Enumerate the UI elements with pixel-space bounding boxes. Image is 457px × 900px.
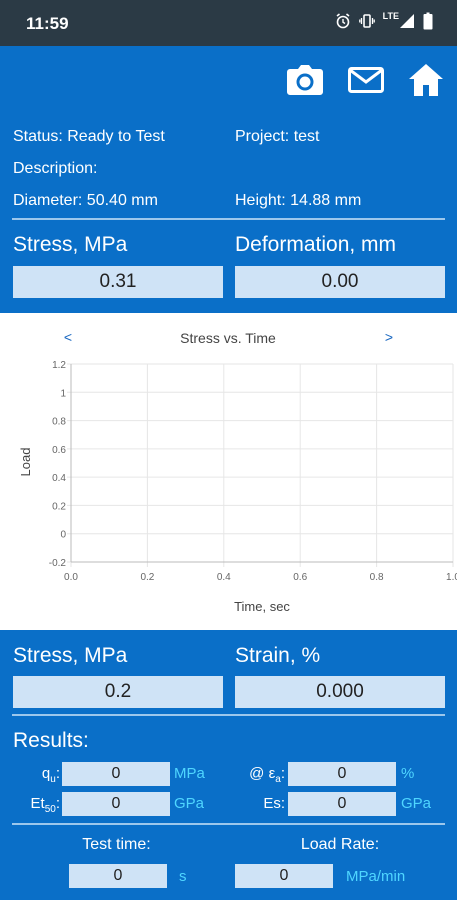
test-time-unit: s xyxy=(179,868,187,885)
mail-button[interactable] xyxy=(346,60,386,100)
camera-icon xyxy=(287,65,323,95)
network-type: LTE xyxy=(382,11,399,21)
x-tick-label: 0.6 xyxy=(293,572,307,583)
stress-label: Stress, MPa xyxy=(13,233,128,256)
project-text: Project: test xyxy=(235,128,320,145)
stress-value: 0.31 xyxy=(13,266,223,298)
alarm-icon xyxy=(336,13,350,29)
ea-label-sub: a xyxy=(275,774,281,785)
deformation-label: Deformation, mm xyxy=(235,233,397,256)
y-tick-label: 0.2 xyxy=(52,501,66,512)
ea-colon: : xyxy=(280,765,285,782)
load-rate-value: 0 xyxy=(235,864,333,888)
x-tick-label: 0.0 xyxy=(64,572,78,583)
home-button[interactable] xyxy=(406,60,446,100)
y-tick-label: 0.4 xyxy=(52,473,66,484)
es-unit: GPa xyxy=(401,795,432,812)
diameter-text: Diameter: 50.40 mm xyxy=(13,192,158,209)
load-rate-label: Load Rate: xyxy=(300,836,380,853)
et50-label-sub: 50 xyxy=(44,804,56,815)
es-value: 0 xyxy=(288,792,396,816)
qu-unit: MPa xyxy=(174,765,205,782)
divider xyxy=(12,823,445,825)
ea-unit: % xyxy=(401,765,415,782)
qu-label-sub: u xyxy=(50,774,56,785)
load-rate-unit: MPa/min xyxy=(346,868,406,885)
y-tick-label: 1 xyxy=(60,388,66,399)
es-label: Es: xyxy=(263,795,285,812)
x-tick-label: 0.4 xyxy=(217,572,231,583)
et50-colon: : xyxy=(55,795,60,812)
et50-unit: GPa xyxy=(174,795,205,812)
chart-panel: < > Stress vs. Time Time, sec Load 0.0 0.… xyxy=(0,313,457,630)
y-tick-label: 0.6 xyxy=(52,445,66,456)
signal-icon xyxy=(400,14,414,28)
qu-label-main: q xyxy=(41,765,51,782)
y-tick-label: 0 xyxy=(60,530,66,541)
battery-icon xyxy=(423,12,433,30)
chart-grid xyxy=(67,363,454,567)
chart-title: Stress vs. Time xyxy=(180,330,276,346)
y-tick-label: 0.8 xyxy=(52,417,66,428)
y-tick-label: -0.2 xyxy=(49,558,67,569)
x-tick-label: 0.2 xyxy=(140,572,154,583)
et50-label-main: Et xyxy=(30,795,45,812)
stress-label-bottom: Stress, MPa xyxy=(13,644,128,667)
et50-label: Et50: xyxy=(0,795,60,815)
qu-label: qu: xyxy=(0,765,60,785)
chart-prev-button[interactable]: < xyxy=(64,329,72,345)
clock: 11:59 xyxy=(26,14,69,33)
vibrate-icon xyxy=(358,14,375,28)
x-tick-label: 0.8 xyxy=(370,572,384,583)
divider xyxy=(12,714,445,716)
qu-colon: : xyxy=(55,765,60,782)
chart-xlabel: Time, sec xyxy=(234,599,290,614)
ea-label-main: @ ε xyxy=(249,765,276,782)
qu-value: 0 xyxy=(62,762,170,786)
status-bar: 11:59 LTE xyxy=(0,0,457,46)
results-title: Results: xyxy=(13,729,89,752)
deformation-value: 0.00 xyxy=(235,266,445,298)
test-time-label: Test time: xyxy=(82,836,151,853)
toolbar xyxy=(0,60,457,104)
home-icon xyxy=(409,64,443,96)
chart-next-button[interactable]: > xyxy=(385,329,393,345)
status-icons: LTE xyxy=(335,11,433,30)
divider xyxy=(12,218,445,220)
y-tick-label: 1.2 xyxy=(52,360,66,371)
mail-icon xyxy=(348,67,384,93)
stress-time-chart: < > Stress vs. Time Time, sec Load 0.0 0.… xyxy=(18,329,457,614)
chart-ticks: 0.0 0.2 0.4 0.6 0.8 1.0 1.2 1 0.8 0.6 0.4 0.2 0 -0.2 xyxy=(49,360,457,583)
strain-value: 0.000 xyxy=(235,676,445,708)
ea-value: 0 xyxy=(288,762,396,786)
et50-value: 0 xyxy=(62,792,170,816)
x-tick-label: 1.0 xyxy=(446,572,457,583)
chart-ylabel: Load xyxy=(18,448,33,477)
strain-label: Strain, % xyxy=(235,644,321,667)
camera-button[interactable] xyxy=(285,60,325,100)
description-text: Description: xyxy=(13,160,98,177)
ea-label: @ εa: xyxy=(220,765,285,785)
status-text: Status: Ready to Test xyxy=(13,128,165,145)
height-text: Height: 14.88 mm xyxy=(235,192,362,209)
stress-value-bottom: 0.2 xyxy=(13,676,223,708)
test-time-value: 0 xyxy=(69,864,167,888)
